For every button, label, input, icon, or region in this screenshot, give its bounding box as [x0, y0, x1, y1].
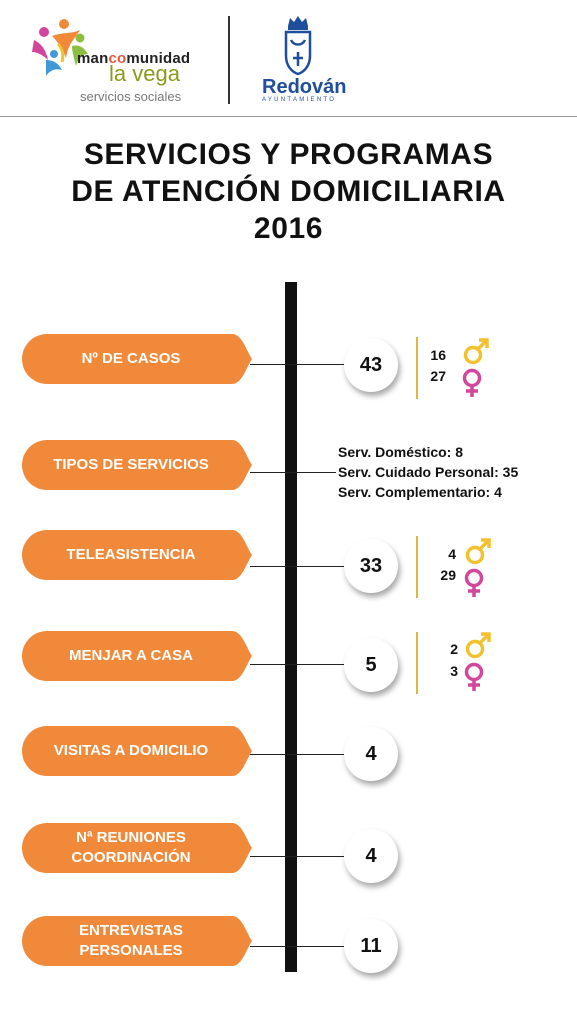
service-cuidado-personal: Serv. Cuidado Personal: 35 [338, 464, 519, 480]
value-circle-reuniones: 4 [344, 829, 398, 883]
timeline-bar [285, 282, 297, 972]
value-circle-menjar: 5 [344, 638, 398, 692]
header-rule [0, 116, 577, 117]
label-line2: PERSONALES [79, 942, 183, 959]
municipality-name: Redován [262, 76, 347, 98]
male-symbol-icon [465, 538, 491, 565]
gender-divider [416, 337, 418, 399]
brand-name-line2: la vega [109, 61, 180, 86]
mancomunidad-people-logo-icon [32, 19, 88, 76]
value-circle-casos: 43 [344, 338, 398, 392]
header-divider [228, 16, 230, 104]
male-count: 4 [448, 546, 456, 562]
service-domestico: Serv. Doméstico: 8 [338, 444, 464, 460]
value-circle-entrevistas: 11 [344, 919, 398, 973]
male-count: 16 [430, 347, 446, 363]
service-complementario: Serv. Complementario: 4 [338, 484, 502, 500]
brand-tagline: servicios sociales [80, 89, 182, 104]
male-count: 2 [450, 641, 458, 657]
value-circle-teleasistencia: 33 [344, 539, 398, 593]
page-title-year: 2016 [253, 212, 324, 245]
connector-line [250, 472, 336, 473]
male-symbol-icon [463, 338, 489, 365]
value-circle-visitas: 4 [344, 727, 398, 781]
crest-icon [284, 16, 312, 76]
page-title-line2: DE ATENCIÓN DOMICILIARIA [71, 175, 506, 208]
label-line2: COORDINACIÓN [71, 849, 191, 866]
gender-divider [416, 632, 418, 694]
label-line1: ENTREVISTAS [79, 922, 183, 939]
male-symbol-icon [465, 632, 491, 659]
connector-line [250, 364, 344, 365]
connector-line [250, 664, 344, 665]
female-count: 29 [440, 567, 456, 583]
brand-name-line1: mancomunidad [77, 50, 191, 67]
gender-divider [416, 536, 418, 598]
female-symbol-icon [462, 368, 482, 397]
female-count: 27 [430, 368, 446, 384]
connector-line [250, 754, 344, 755]
connector-line [250, 566, 344, 567]
female-symbol-icon [464, 662, 484, 691]
connector-line [250, 946, 344, 947]
page-title-line1: SERVICIOS Y PROGRAMAS [83, 138, 494, 171]
municipality-subtitle: AYUNTAMIENTO [262, 97, 337, 103]
female-count: 3 [450, 663, 458, 679]
connector-line [250, 856, 344, 857]
female-symbol-icon [464, 568, 484, 597]
label-line1: Nª REUNIONES [76, 829, 186, 846]
